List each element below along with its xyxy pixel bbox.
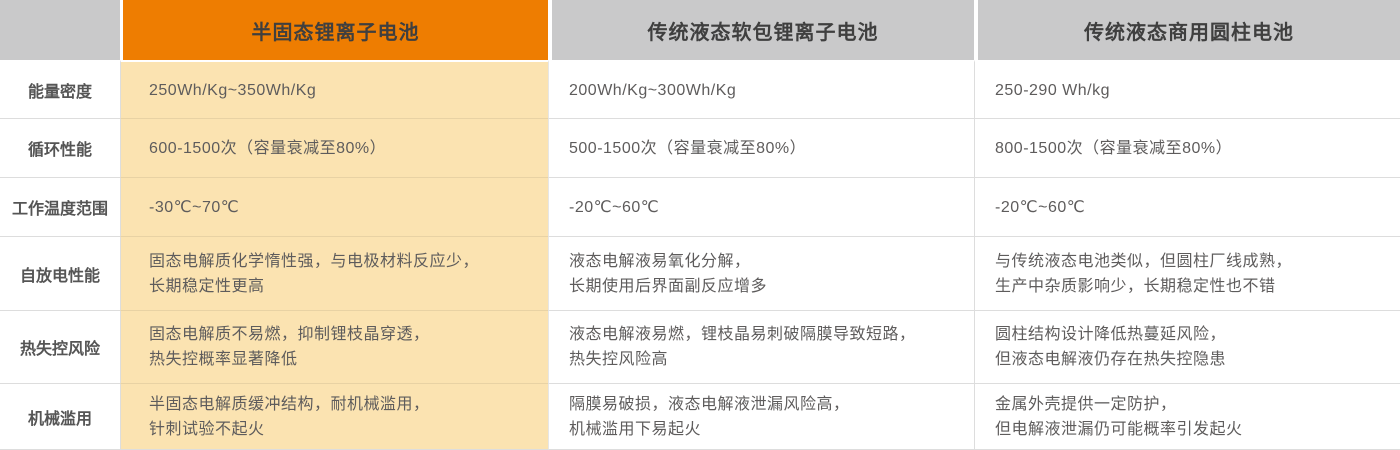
cell-temperature-range-pouch: -20℃~60℃ bbox=[548, 177, 974, 236]
cell-temperature-range-cylindrical: -20℃~60℃ bbox=[974, 177, 1400, 236]
row-label-self-discharge: 自放电性能 bbox=[0, 236, 120, 310]
row-label-cycle-performance: 循环性能 bbox=[0, 118, 120, 177]
row-label-thermal-runaway: 热失控风险 bbox=[0, 310, 120, 383]
cell-mechanical-abuse-cylindrical: 金属外壳提供一定防护， 但电解液泄漏仍可能概率引发起火 bbox=[974, 383, 1400, 450]
cell-energy-density-cylindrical: 250-290 Wh/kg bbox=[974, 60, 1400, 118]
row-label-mechanical-abuse: 机械滥用 bbox=[0, 383, 120, 450]
cell-thermal-runaway-pouch: 液态电解液易燃，锂枝晶易刺破隔膜导致短路， 热失控风险高 bbox=[548, 310, 974, 383]
cell-cycle-performance-semi-solid: 600-1500次（容量衰减至80%） bbox=[120, 118, 548, 177]
cell-mechanical-abuse-pouch: 隔膜易破损，液态电解液泄漏风险高， 机械滥用下易起火 bbox=[548, 383, 974, 450]
cell-cycle-performance-pouch: 500-1500次（容量衰减至80%） bbox=[548, 118, 974, 177]
cell-cycle-performance-cylindrical: 800-1500次（容量衰减至80%） bbox=[974, 118, 1400, 177]
cell-energy-density-pouch: 200Wh/Kg~300Wh/Kg bbox=[548, 60, 974, 118]
row-label-temperature-range: 工作温度范围 bbox=[0, 177, 120, 236]
cell-self-discharge-semi-solid: 固态电解质化学惰性强，与电极材料反应少， 长期稳定性更高 bbox=[120, 236, 548, 310]
row-label-energy-density: 能量密度 bbox=[0, 60, 120, 118]
header-col-pouch-battery: 传统液态软包锂离子电池 bbox=[548, 0, 974, 60]
header-col-cylindrical-battery: 传统液态商用圆柱电池 bbox=[974, 0, 1400, 60]
cell-temperature-range-semi-solid: -30℃~70℃ bbox=[120, 177, 548, 236]
cell-energy-density-semi-solid: 250Wh/Kg~350Wh/Kg bbox=[120, 60, 548, 118]
cell-mechanical-abuse-semi-solid: 半固态电解质缓冲结构，耐机械滥用， 针刺试验不起火 bbox=[120, 383, 548, 450]
header-col-semi-solid-battery: 半固态锂离子电池 bbox=[120, 0, 548, 60]
header-corner-cell bbox=[0, 0, 120, 60]
cell-self-discharge-cylindrical: 与传统液态电池类似，但圆柱厂线成熟， 生产中杂质影响少，长期稳定性也不错 bbox=[974, 236, 1400, 310]
cell-thermal-runaway-semi-solid: 固态电解质不易燃，抑制锂枝晶穿透， 热失控概率显著降低 bbox=[120, 310, 548, 383]
cell-thermal-runaway-cylindrical: 圆柱结构设计降低热蔓延风险， 但液态电解液仍存在热失控隐患 bbox=[974, 310, 1400, 383]
cell-self-discharge-pouch: 液态电解液易氧化分解， 长期使用后界面副反应增多 bbox=[548, 236, 974, 310]
